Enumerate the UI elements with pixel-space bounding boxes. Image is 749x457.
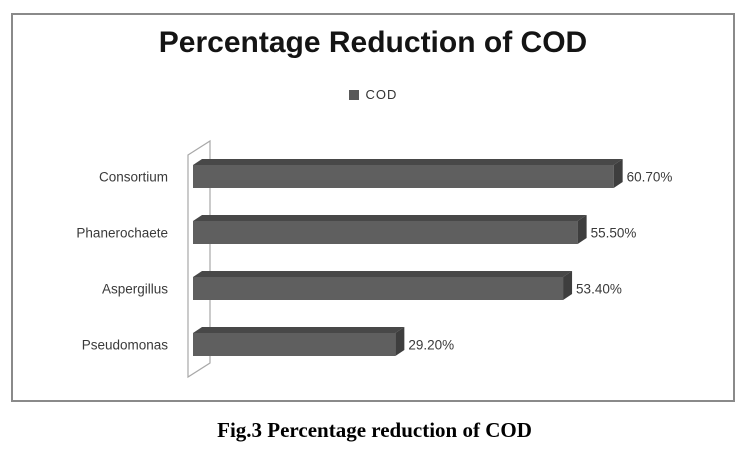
bar	[193, 333, 396, 356]
bar-value-label: 55.50%	[591, 226, 637, 241]
category-label: Aspergillus	[102, 282, 168, 297]
chart-legend: COD	[11, 87, 735, 102]
bar-value-label: 29.20%	[408, 338, 454, 353]
bar-end-face	[613, 159, 623, 188]
bar-value-label: 53.40%	[576, 282, 622, 297]
bar-end-face	[395, 327, 405, 356]
legend-swatch-icon	[348, 89, 359, 100]
bar-end-face	[563, 271, 573, 300]
category-label: Consortium	[99, 170, 168, 185]
bar-value-label: 60.70%	[627, 170, 673, 185]
bar-top-face	[193, 271, 573, 277]
bar	[193, 221, 578, 244]
bar-end-face	[577, 215, 587, 244]
category-label: Phanerochaete	[76, 226, 168, 241]
legend-label: COD	[365, 87, 398, 102]
bar	[193, 277, 564, 300]
bar-top-face	[193, 215, 587, 221]
figure-caption: Fig.3 Percentage reduction of COD	[217, 418, 532, 442]
category-label: Pseudomonas	[82, 338, 169, 353]
chart-title: Percentage Reduction of COD	[158, 26, 588, 59]
bar	[193, 165, 614, 188]
bar-top-face	[193, 159, 623, 165]
plot-back-wall	[187, 139, 211, 379]
bar-top-face	[193, 327, 405, 333]
